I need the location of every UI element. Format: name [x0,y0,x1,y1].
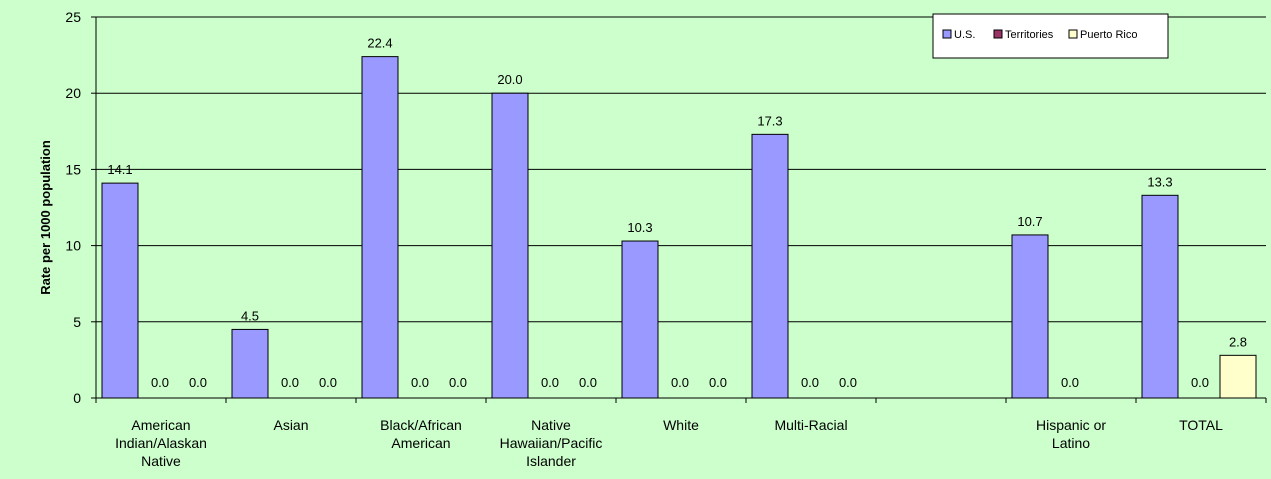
bar [621,240,659,399]
data-label: 13.3 [1147,174,1172,189]
data-label: 10.3 [627,220,652,235]
bar [101,182,139,399]
data-label: 0.0 [319,375,337,390]
y-tick-label: 25 [65,9,81,25]
data-label: 20.0 [497,72,522,87]
data-label: 0.0 [671,375,689,390]
data-label: 0.0 [541,375,559,390]
legend-label: Territories [1005,29,1054,41]
x-tick-label: Hawaiian/Pacific [500,435,603,451]
data-label: 2.8 [1229,334,1247,349]
x-tick-label: Native [531,417,571,433]
y-tick-label: 5 [73,314,81,330]
data-labels: 14.1 4.5 22.4 20.0 10.3 17.3 10.7 13.3 0.0 0.0 0.0… [107,36,1247,390]
legend-box [932,13,1169,59]
legend-swatch [993,29,1003,39]
bar [361,56,399,399]
data-label: 0.0 [839,375,857,390]
data-label: 0.0 [801,375,819,390]
data-label: 0.0 [281,375,299,390]
axes: 0 5 10 15 20 25 Rate per 1000 population Americ… [38,9,1267,469]
bar [491,92,529,399]
legend: U.S. Territories Puerto Rico [932,13,1169,59]
data-label: 0.0 [1191,375,1209,390]
bar [1141,194,1179,399]
data-label: 22.4 [367,36,392,51]
y-tick-label: 20 [65,85,81,101]
data-label: 0.0 [709,375,727,390]
bar [1219,354,1257,399]
data-label: 0.0 [189,375,207,390]
data-label: 0.0 [449,375,467,390]
x-tick-label: White [663,417,699,433]
y-tick-label: 15 [65,161,81,177]
x-tick-label: Native [141,453,181,469]
legend-swatch [942,29,952,39]
legend-label: Puerto Rico [1080,29,1137,41]
data-label: 0.0 [1061,375,1079,390]
bar [751,133,789,399]
x-tick-label: Asian [273,417,308,433]
bars [101,56,1257,399]
bar [231,328,269,399]
data-label: 0.0 [151,375,169,390]
data-label: 17.3 [757,113,782,128]
x-tick-label: Indian/Alaskan [115,435,207,451]
x-tick-label: TOTAL [1179,417,1223,433]
y-axis-title: Rate per 1000 population [38,140,53,295]
data-label: 0.0 [579,375,597,390]
y-tick-label: 0 [73,390,81,406]
x-tick-label: Latino [1052,435,1090,451]
x-tick-label: American [131,417,190,433]
bar [1011,234,1049,399]
x-tick-label: Hispanic or [1036,417,1106,433]
y-tick-label: 10 [65,238,81,254]
legend-swatch [1068,29,1078,39]
x-tick-label: Islander [526,453,576,469]
x-tick-label: Black/African [380,417,462,433]
data-label: 0.0 [411,375,429,390]
x-tick-label: American [391,435,450,451]
gridlines [96,16,1266,323]
legend-label: U.S. [954,29,975,41]
x-tick-label: Multi-Racial [774,417,847,433]
data-label: 10.7 [1017,214,1042,229]
data-label: 4.5 [241,308,259,323]
data-label: 14.1 [107,162,132,177]
